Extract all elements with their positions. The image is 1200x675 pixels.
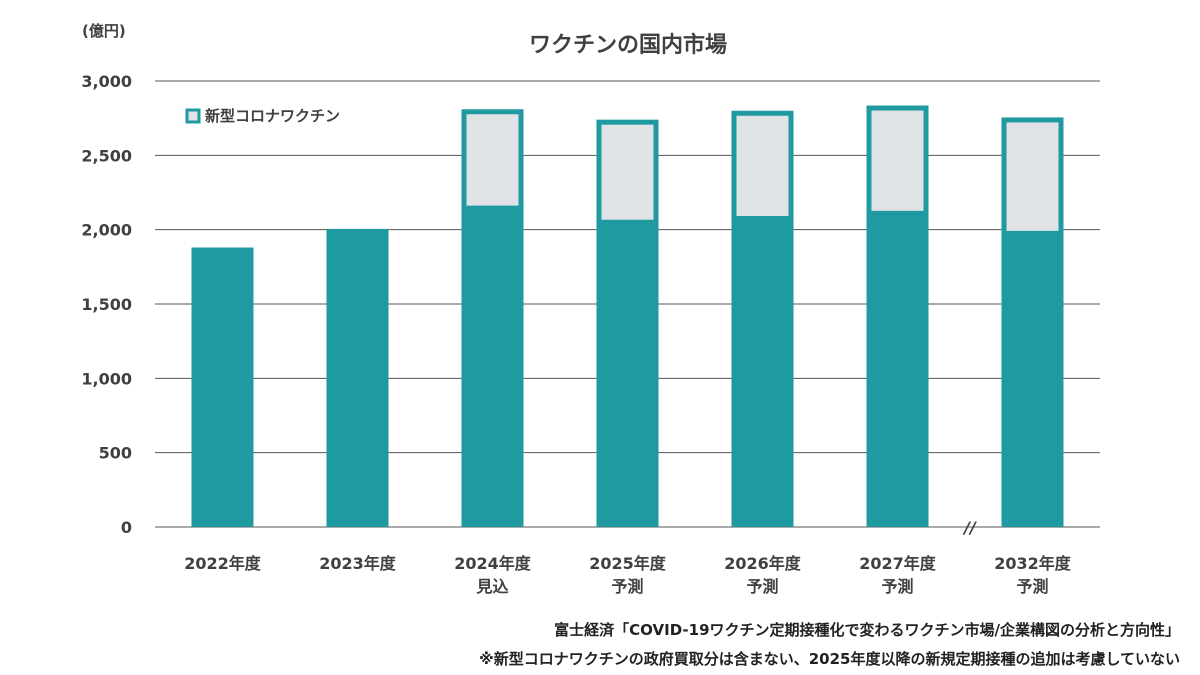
- y-tick-label: 1,500: [81, 295, 132, 314]
- legend-swatch-covid: [185, 108, 201, 124]
- x-tick-sublabel: 予測: [1016, 577, 1048, 596]
- y-tick-label: 2,000: [81, 221, 132, 240]
- bar-segment-total: [461, 208, 524, 528]
- bar-segment-total: [326, 228, 389, 527]
- y-axis-ticks: 0 500 1,000 1,500 2,000 2,500 3,000: [81, 72, 132, 537]
- x-tick-label: 2022年度: [184, 554, 262, 573]
- y-tick-label: 0: [121, 518, 132, 537]
- x-tick-sublabel: 見込: [475, 577, 508, 596]
- axis-break-mark: //: [962, 518, 977, 537]
- x-tick-label: 2032年度: [994, 554, 1072, 573]
- legend-label-covid: 新型コロナワクチン: [205, 107, 340, 125]
- x-tick-label: 2023年度: [319, 554, 397, 573]
- disclaimer-note: ※新型コロナワクチンの政府買取分は含まない、2025年度以降の新規定期接種の追加…: [479, 650, 1180, 668]
- bar-segment-covid: [461, 109, 524, 211]
- chart-title: ワクチンの国内市場: [529, 32, 727, 58]
- legend: 新型コロナワクチン: [185, 107, 340, 125]
- x-tick-sublabel: 予測: [746, 577, 778, 596]
- y-tick-label: 2,500: [81, 146, 132, 165]
- bar-segment-total: [596, 222, 659, 527]
- y-tick-label: 1,000: [81, 369, 132, 388]
- axis-break: //: [962, 518, 977, 537]
- bar-segment-total: [1001, 233, 1064, 527]
- x-tick-sublabel: 予測: [611, 577, 643, 596]
- x-tick-sublabel: 予測: [881, 577, 913, 596]
- y-tick-label: 3,000: [81, 72, 132, 91]
- source-note: 富士経済「COVID-19ワクチン定期接種化で変わるワクチン市場/企業構図の分析…: [554, 621, 1180, 639]
- bars: [191, 105, 1064, 528]
- y-tick-label: 500: [99, 444, 132, 463]
- x-tick-label: 2027年度: [859, 554, 937, 573]
- bar-segment-covid: [596, 119, 659, 225]
- bar-segment-total: [866, 213, 929, 527]
- bar-segment-total: [731, 218, 794, 527]
- bar-segment-covid: [1001, 117, 1064, 236]
- y-axis-unit-label: (億円): [82, 22, 126, 40]
- x-tick-label: 2024年度: [454, 554, 532, 573]
- bar-segment-total: [191, 247, 254, 528]
- bar-segment-covid: [731, 110, 794, 222]
- bar-segment-covid: [866, 105, 929, 216]
- x-axis-ticks: 2022年度 2023年度 2024年度見込2025年度予測2026年度予測2027…: [184, 554, 1072, 596]
- x-tick-label: 2025年度: [589, 554, 667, 573]
- x-tick-label: 2026年度: [724, 554, 802, 573]
